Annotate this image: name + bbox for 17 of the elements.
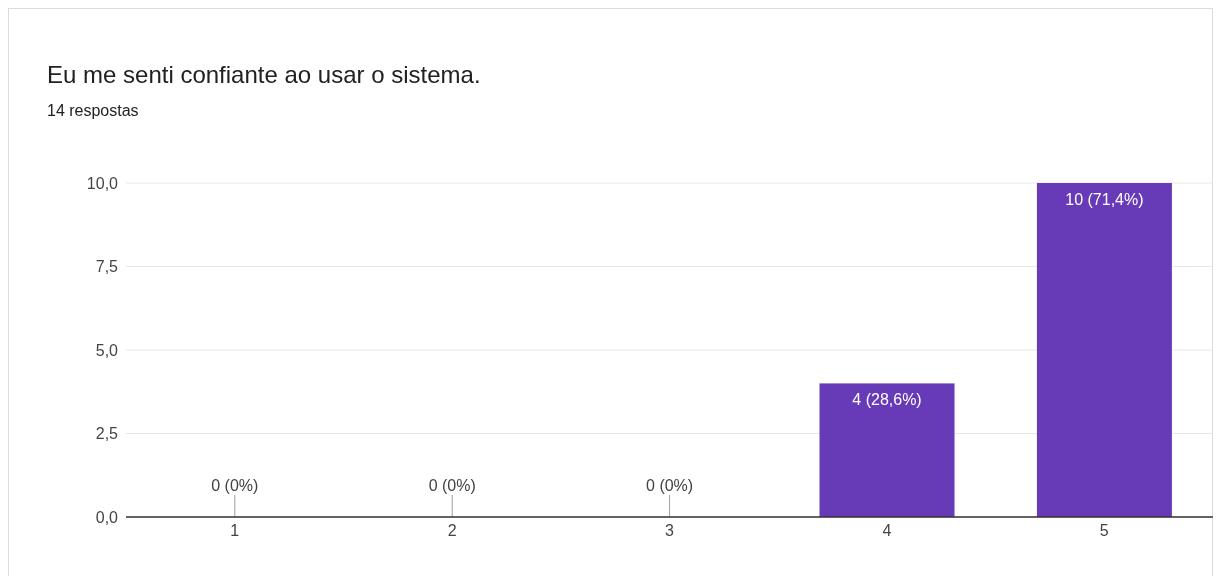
x-tick-label: 1 bbox=[230, 522, 240, 540]
data-label: 0 (0%) bbox=[211, 477, 259, 494]
chart-subtitle: 14 respostas bbox=[47, 102, 139, 120]
y-tick-label: 2,5 bbox=[95, 425, 119, 443]
y-tick-label: 0,0 bbox=[95, 508, 119, 526]
data-label: 0 (0%) bbox=[646, 477, 694, 494]
y-tick-label: 5,0 bbox=[95, 341, 119, 359]
x-tick-label: 2 bbox=[447, 522, 457, 540]
y-tick-label: 7,5 bbox=[95, 258, 119, 276]
x-tick-label: 4 bbox=[882, 522, 892, 540]
chart-title: Eu me senti confiante ao usar o sistema. bbox=[47, 61, 481, 89]
data-label: 4 (28,6%) bbox=[852, 391, 922, 409]
y-tick-label: 10,0 bbox=[86, 174, 119, 192]
x-tick-label: 5 bbox=[1099, 522, 1109, 540]
x-tick-label: 3 bbox=[665, 522, 675, 540]
data-label: 10 (71,4%) bbox=[1065, 191, 1144, 208]
data-label: 0 (0%) bbox=[428, 477, 476, 494]
